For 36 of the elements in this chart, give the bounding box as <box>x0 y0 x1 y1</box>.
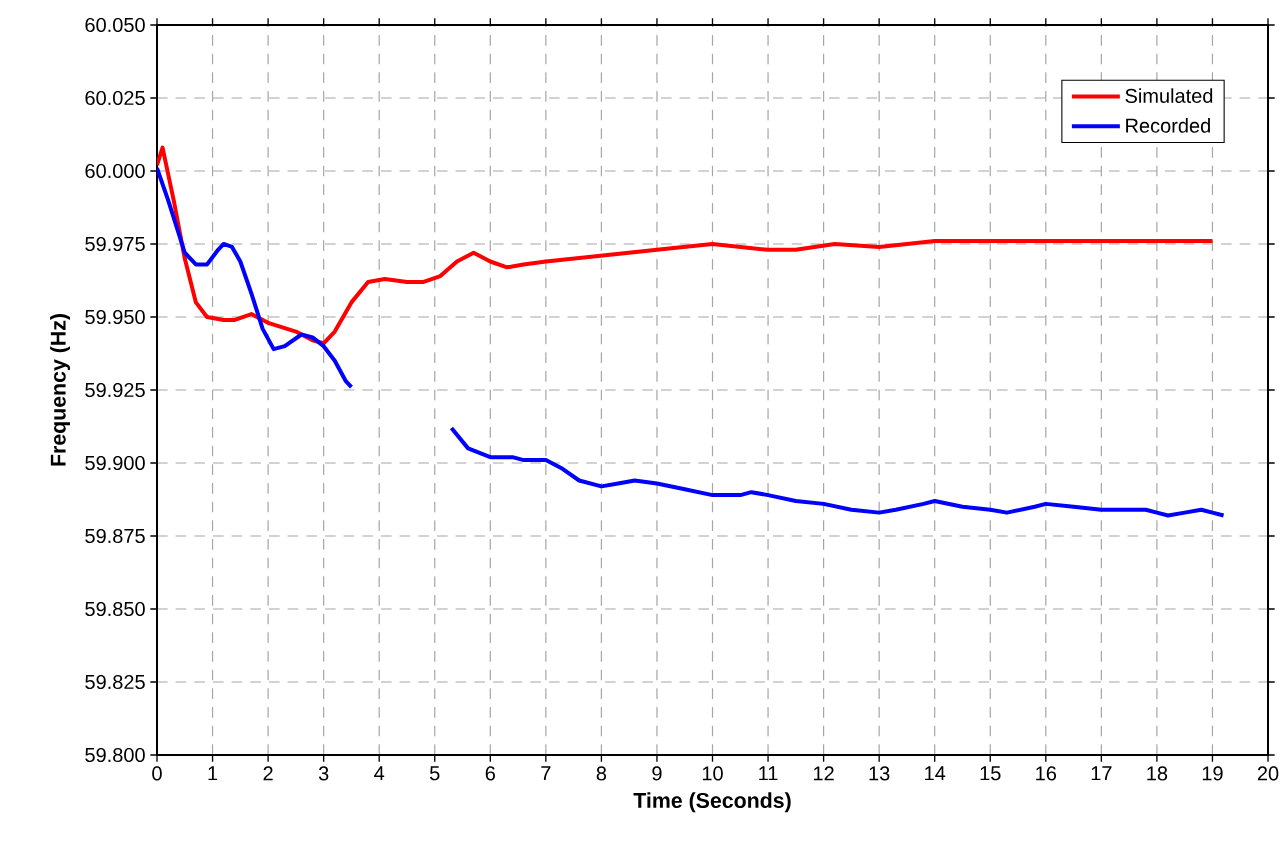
x-tick-label: 8 <box>596 766 607 781</box>
y-tick-label: 59.850 <box>85 601 145 617</box>
x-tick-label: 12 <box>814 766 834 781</box>
x-tick-label: 0 <box>152 766 162 781</box>
x-tick-label: 9 <box>652 766 662 781</box>
x-tick-label: 15 <box>980 766 1001 781</box>
x-tick-label: 1 <box>208 766 218 781</box>
x-tick-label: 3 <box>318 766 329 781</box>
x-tick-label: 17 <box>1091 766 1112 781</box>
x-tick-label: 6 <box>485 766 495 781</box>
y-tick-label: 60.050 <box>85 17 145 33</box>
legend-label: Simulated <box>1125 88 1213 103</box>
x-tick-label: 18 <box>1147 766 1168 781</box>
y-tick-label: 59.825 <box>85 674 145 690</box>
x-tick-label: 5 <box>429 766 440 781</box>
y-tick-label: 59.900 <box>85 455 145 471</box>
y-axis-title: Frequency (Hz) <box>50 314 70 466</box>
x-tick-label: 16 <box>1036 766 1057 781</box>
x-tick-label: 4 <box>374 766 385 781</box>
x-tick-label: 7 <box>541 766 551 781</box>
x-tick-label: 14 <box>925 766 946 781</box>
y-tick-label: 60.025 <box>85 90 145 106</box>
y-tick-label: 60.000 <box>85 163 145 179</box>
x-axis-title: Time (Seconds) <box>633 792 791 813</box>
y-tick-label: 59.875 <box>85 528 145 544</box>
x-tick-label: 19 <box>1202 766 1223 781</box>
x-tick-label: 11 <box>759 766 778 781</box>
x-tick-label: 2 <box>263 766 273 781</box>
y-tick-label: 59.925 <box>85 382 145 398</box>
y-tick-label: 59.950 <box>85 309 145 325</box>
legend-label: Recorded <box>1126 118 1210 133</box>
x-tick-label: 13 <box>869 766 890 781</box>
y-tick-label: 59.800 <box>85 747 145 763</box>
x-tick-label: 20 <box>1257 766 1279 781</box>
x-tick-label: 10 <box>702 766 723 781</box>
y-tick-label: 59.975 <box>85 236 145 252</box>
